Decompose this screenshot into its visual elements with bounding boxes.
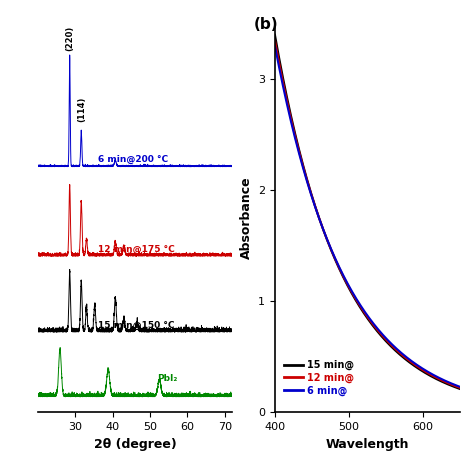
Text: 6 min@200 °C: 6 min@200 °C bbox=[98, 155, 168, 164]
X-axis label: Wavelength: Wavelength bbox=[326, 438, 409, 451]
Text: 15 min@150 °C: 15 min@150 °C bbox=[98, 320, 174, 329]
X-axis label: 2θ (degree): 2θ (degree) bbox=[94, 438, 176, 451]
Text: (b): (b) bbox=[254, 17, 278, 32]
Text: 12 min@175 °C: 12 min@175 °C bbox=[98, 245, 174, 254]
Y-axis label: Absorbance: Absorbance bbox=[239, 177, 253, 259]
Text: (220): (220) bbox=[65, 25, 74, 51]
Text: (114): (114) bbox=[77, 97, 86, 122]
Legend: 15 min@, 12 min@, 6 min@: 15 min@, 12 min@, 6 min@ bbox=[280, 356, 358, 400]
Text: PbI₂: PbI₂ bbox=[157, 374, 178, 383]
